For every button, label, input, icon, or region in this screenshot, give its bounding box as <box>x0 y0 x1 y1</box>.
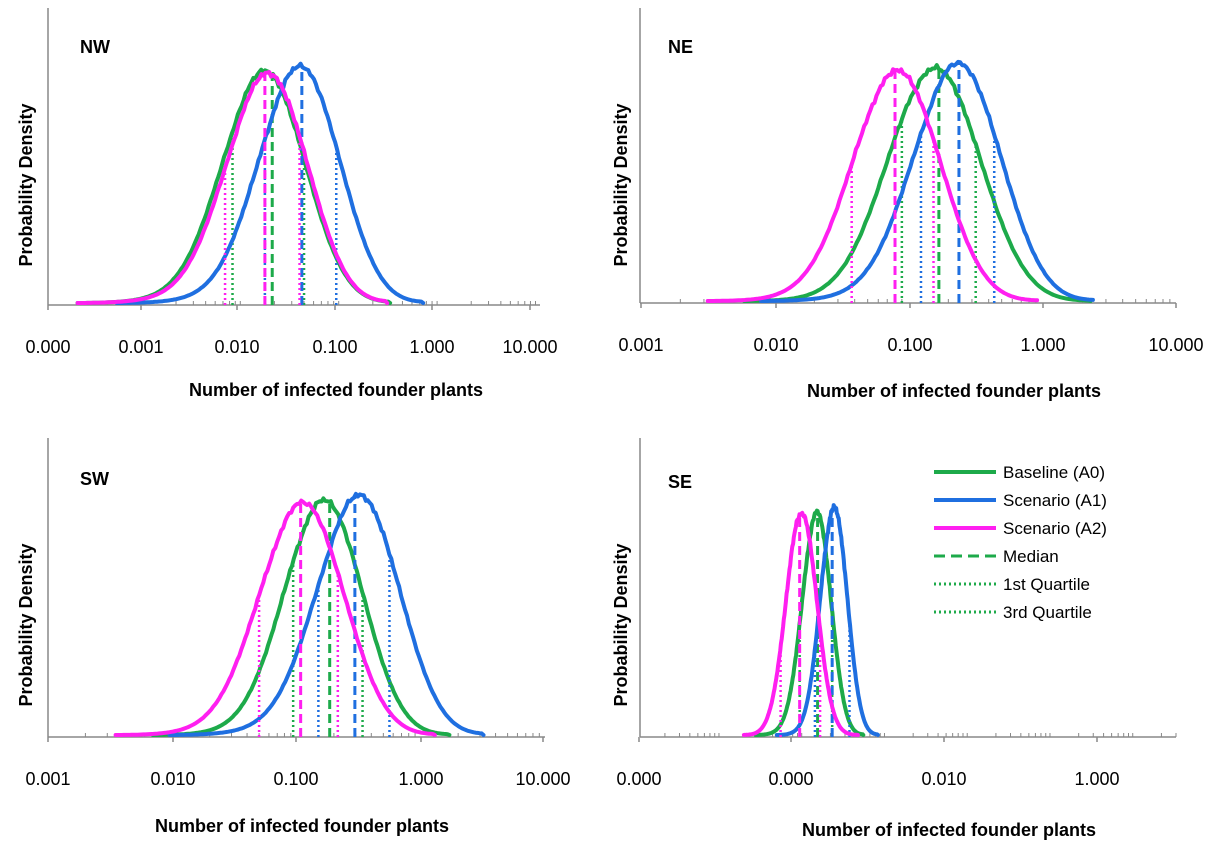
legend: Baseline (A0) Scenario (A1) Scenario (A2) M… <box>934 463 1107 622</box>
x-tick-label: 0.100 <box>887 335 932 355</box>
legend-label: Baseline (A0) <box>1003 463 1105 482</box>
series-line-scenario-a2 <box>113 498 437 737</box>
panel-title: NE <box>668 37 693 57</box>
y-axis-label: Probability Density <box>611 543 631 706</box>
y-axis-label: Probability Density <box>16 103 36 266</box>
legend-label: 3rd Quartile <box>1003 603 1092 622</box>
x-tick-label: 10.000 <box>502 337 557 357</box>
x-axis-label: Number of infected founder plants <box>802 820 1096 840</box>
legend-item: Scenario (A2) <box>934 519 1107 538</box>
series-line-scenario-a1 <box>114 61 426 305</box>
legend-label: Scenario (A1) <box>1003 491 1107 510</box>
x-tick-label: 10.000 <box>515 769 570 789</box>
legend-item: Baseline (A0) <box>934 463 1105 482</box>
series-line-scenario-a1 <box>774 503 880 737</box>
series-line-scenario-a2 <box>75 70 390 305</box>
x-tick-label: 0.010 <box>753 335 798 355</box>
legend-label: Scenario (A2) <box>1003 519 1107 538</box>
panel-title: SE <box>668 472 692 492</box>
x-tick-label: 0.010 <box>921 769 966 789</box>
series-line-scenario-a1 <box>167 491 486 737</box>
x-tick-label: 0.000 <box>768 769 813 789</box>
legend-item: 1st Quartile <box>934 575 1090 594</box>
x-tick-label: 1.000 <box>1020 335 1065 355</box>
x-axis-label: Number of infected founder plants <box>807 381 1101 401</box>
x-tick-label: 0.001 <box>25 769 70 789</box>
series-line-scenario-a2 <box>741 510 860 737</box>
x-tick-label: 0.100 <box>273 769 318 789</box>
legend-label: 1st Quartile <box>1003 575 1090 594</box>
x-tick-label: 10.000 <box>1148 335 1203 355</box>
chart-panel-sw: 0.001 0.010 0.100 1.000 10.000 Number of infe… <box>16 438 571 836</box>
x-tick-label: 1.000 <box>409 337 454 357</box>
x-tick-label: 0.010 <box>150 769 195 789</box>
legend-label: Median <box>1003 547 1059 566</box>
x-tick-label: 0.000 <box>616 769 661 789</box>
legend-item: Median <box>934 547 1059 566</box>
x-axis-label: Number of infected founder plants <box>155 816 449 836</box>
x-axis-label: Number of infected founder plants <box>189 380 483 400</box>
panel-title: SW <box>80 469 109 489</box>
chart-panel-se: 0.000 0.000 0.010 1.000 Number of infected f… <box>611 438 1177 840</box>
legend-item: 3rd Quartile <box>934 603 1092 622</box>
x-tick-label: 0.001 <box>118 337 163 357</box>
x-tick-label: 0.000 <box>25 337 70 357</box>
chart-panel-nw: 0.000 0.001 0.010 0.100 1.000 10.000 Number of… <box>16 8 558 400</box>
y-axis-label: Probability Density <box>611 103 631 266</box>
x-tick-label: 0.100 <box>312 337 357 357</box>
legend-item: Scenario (A1) <box>934 491 1107 510</box>
y-axis-label: Probability Density <box>16 543 36 706</box>
panel-title: NW <box>80 37 110 57</box>
series-line-baseline-a0 <box>742 63 1093 303</box>
series-line-scenario-a2 <box>705 67 1040 303</box>
x-tick-label: 0.010 <box>214 337 259 357</box>
x-tick-label: 1.000 <box>398 769 443 789</box>
x-tick-label: 1.000 <box>1074 769 1119 789</box>
chart-panel-ne: 0.001 0.010 0.100 1.000 10.000 Number of infe… <box>611 8 1204 401</box>
x-tick-label: 0.001 <box>618 335 663 355</box>
